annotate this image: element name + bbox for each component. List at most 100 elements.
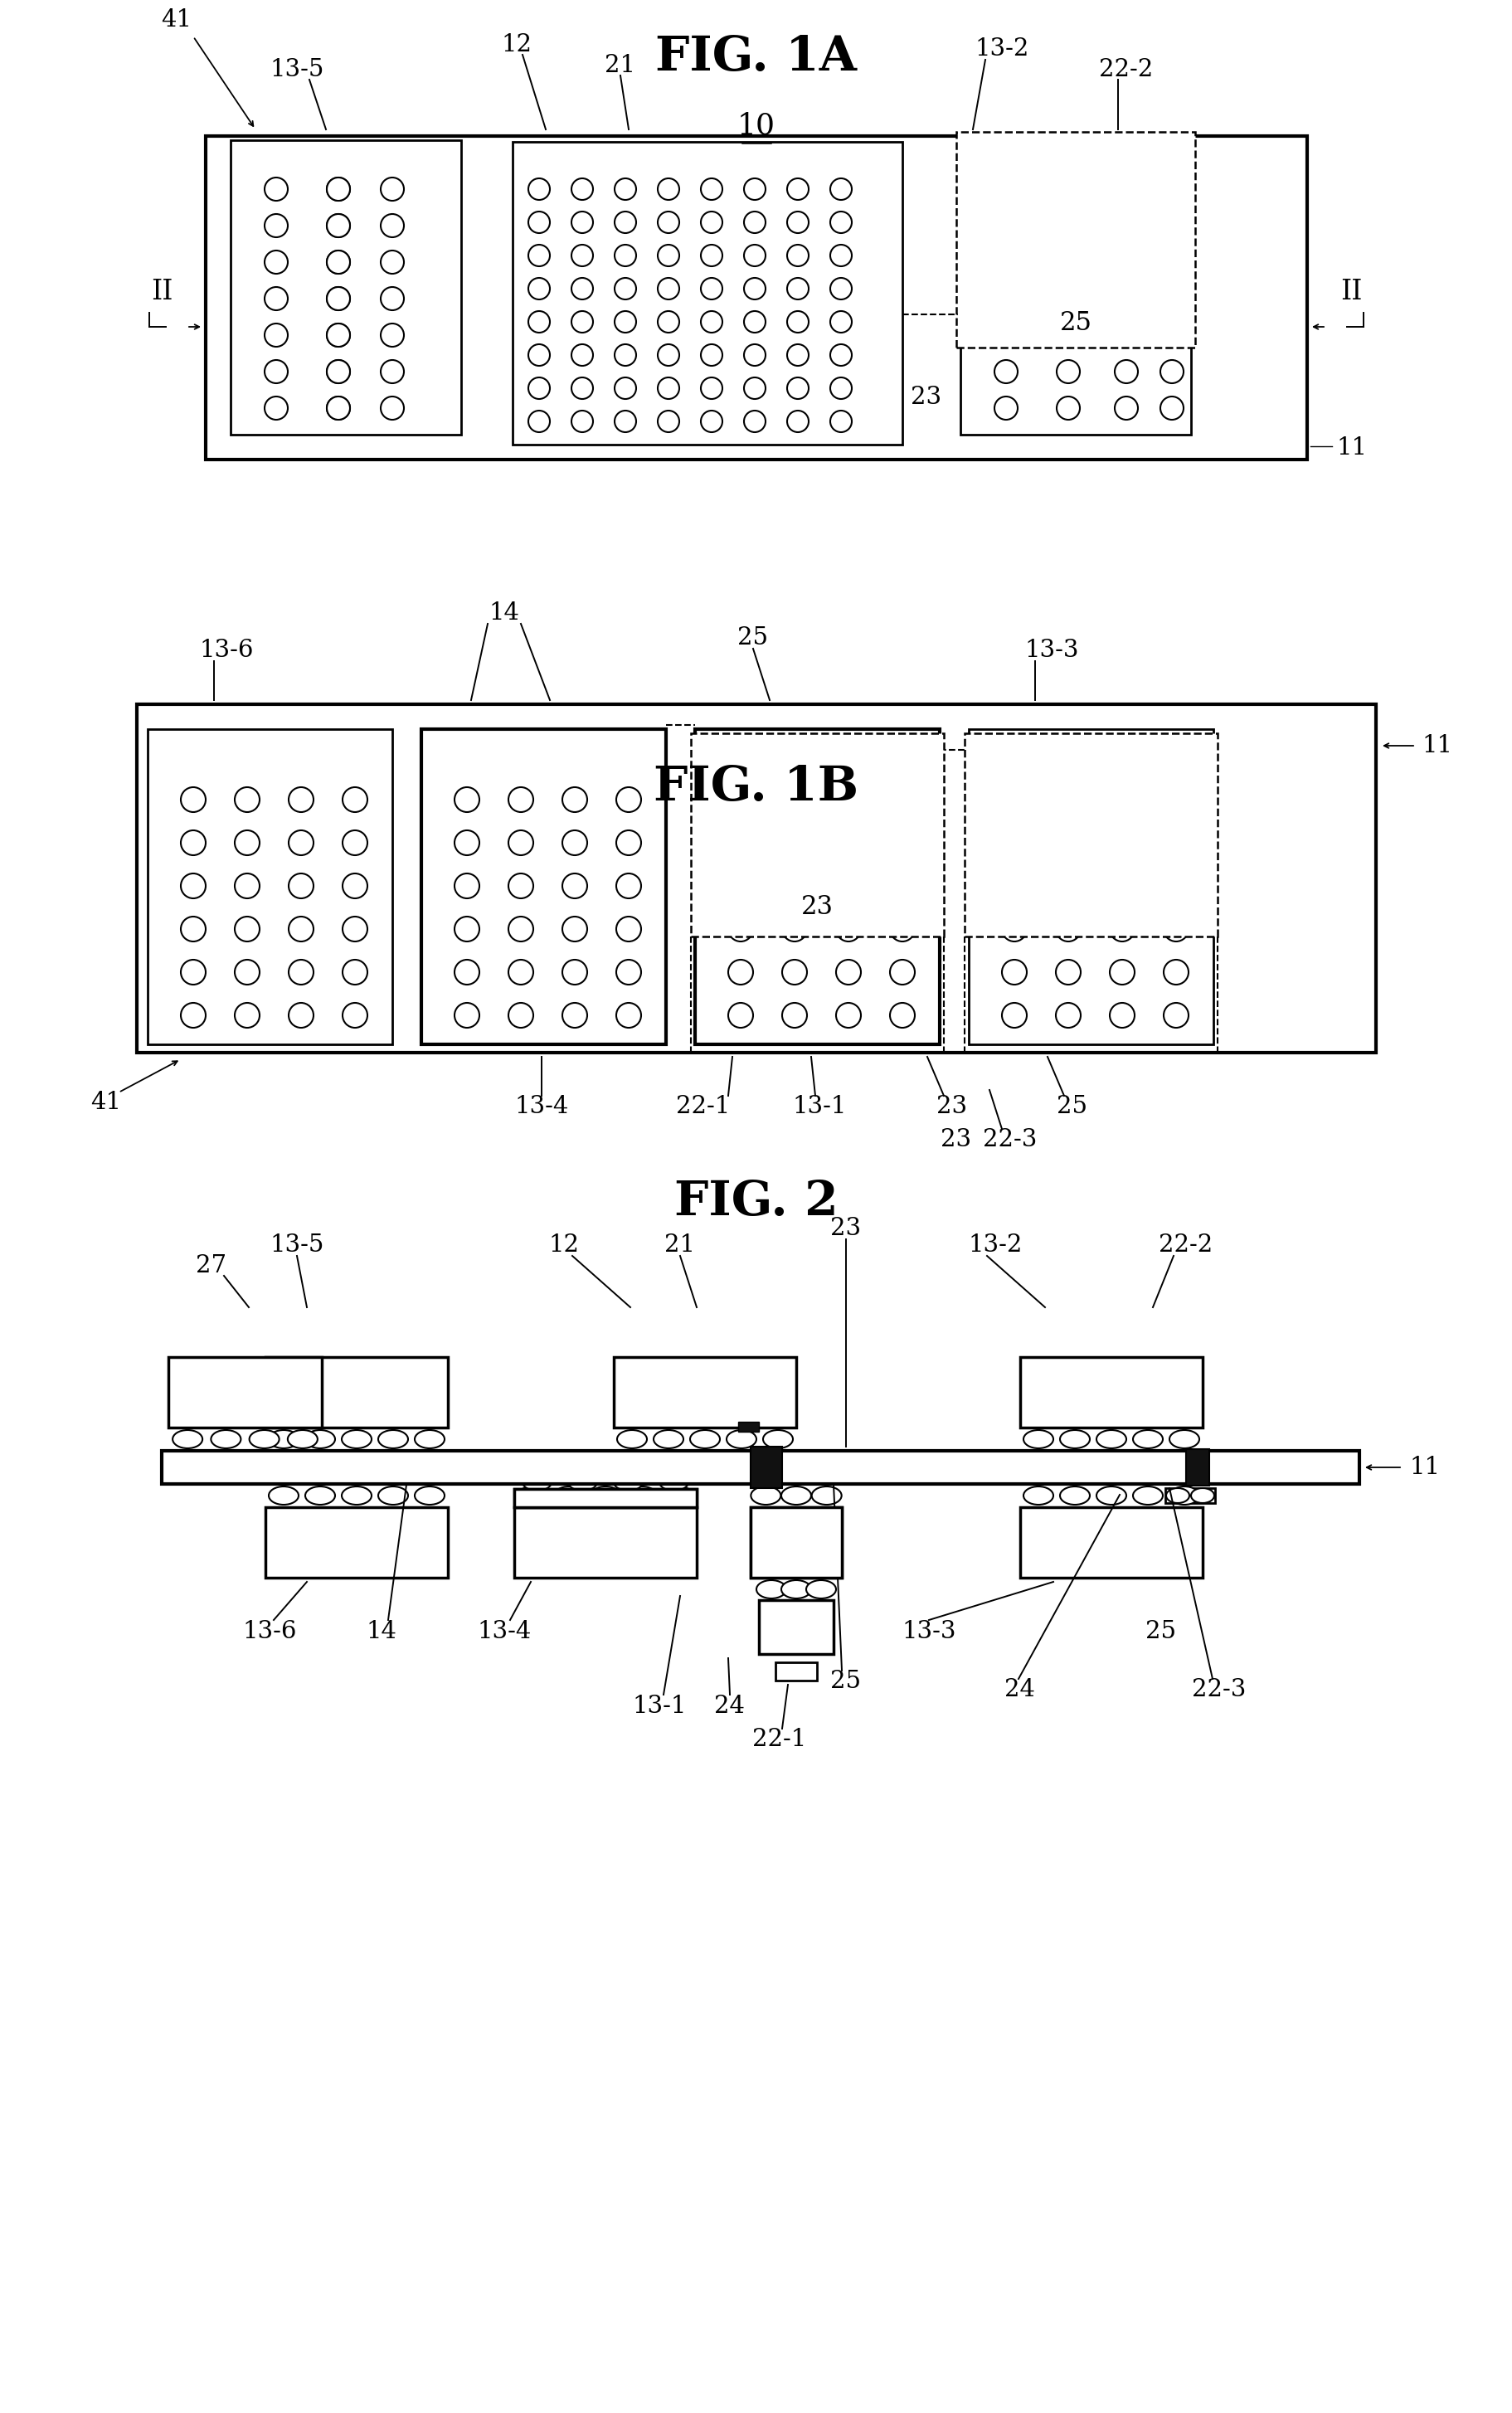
Circle shape: [1001, 1004, 1027, 1028]
Text: 13-3: 13-3: [901, 1619, 956, 1643]
Circle shape: [615, 787, 641, 813]
Ellipse shape: [626, 1486, 656, 1506]
Circle shape: [327, 360, 349, 384]
Circle shape: [327, 287, 349, 311]
Text: 11: 11: [1421, 734, 1452, 758]
Circle shape: [700, 277, 723, 299]
Circle shape: [786, 311, 809, 333]
Text: 23: 23: [910, 386, 940, 408]
Bar: [513, 142, 901, 444]
Text: 13-6: 13-6: [200, 639, 254, 661]
Circle shape: [836, 874, 860, 898]
Circle shape: [1055, 360, 1080, 384]
Circle shape: [1055, 1004, 1080, 1028]
Circle shape: [1055, 323, 1080, 347]
Circle shape: [572, 311, 593, 333]
Ellipse shape: [1024, 1431, 1052, 1448]
Circle shape: [1160, 251, 1182, 273]
Circle shape: [381, 215, 404, 236]
Text: FIG. 1A: FIG. 1A: [655, 34, 857, 80]
Circle shape: [727, 874, 753, 898]
Circle shape: [562, 917, 587, 941]
Circle shape: [454, 830, 479, 854]
Circle shape: [744, 345, 765, 367]
Circle shape: [786, 376, 809, 398]
Circle shape: [658, 376, 679, 398]
Text: FIG. 2: FIG. 2: [674, 1178, 838, 1226]
Circle shape: [993, 179, 1018, 200]
Circle shape: [1160, 215, 1182, 236]
Circle shape: [1001, 960, 1027, 985]
Circle shape: [327, 215, 349, 236]
Circle shape: [1160, 360, 1182, 384]
Ellipse shape: [659, 1472, 688, 1491]
Circle shape: [782, 960, 806, 985]
Circle shape: [572, 179, 593, 200]
Circle shape: [265, 179, 287, 200]
Bar: [750, 1508, 841, 1578]
Circle shape: [1114, 251, 1137, 273]
Circle shape: [234, 830, 260, 854]
Bar: [614, 1356, 795, 1428]
Circle shape: [528, 244, 549, 265]
Text: 13-4: 13-4: [476, 1619, 531, 1643]
Text: 13-1: 13-1: [632, 1694, 686, 1718]
Text: 14: 14: [366, 1619, 396, 1643]
Circle shape: [700, 244, 723, 265]
Circle shape: [836, 960, 860, 985]
Ellipse shape: [1060, 1486, 1089, 1506]
Bar: [422, 729, 665, 1045]
Circle shape: [234, 874, 260, 898]
Circle shape: [327, 323, 349, 347]
Circle shape: [528, 179, 549, 200]
Circle shape: [1110, 787, 1134, 813]
Ellipse shape: [342, 1486, 372, 1506]
Circle shape: [786, 212, 809, 234]
Circle shape: [1055, 917, 1080, 941]
Ellipse shape: [287, 1431, 318, 1448]
Bar: [759, 1600, 833, 1653]
Circle shape: [528, 410, 549, 432]
Ellipse shape: [1169, 1431, 1199, 1448]
Ellipse shape: [590, 1486, 620, 1506]
Circle shape: [1055, 396, 1080, 420]
Ellipse shape: [249, 1431, 280, 1448]
Circle shape: [744, 212, 765, 234]
Ellipse shape: [378, 1431, 408, 1448]
Ellipse shape: [305, 1486, 334, 1506]
Text: 41: 41: [162, 7, 192, 31]
Circle shape: [786, 179, 809, 200]
Circle shape: [181, 830, 206, 854]
Ellipse shape: [726, 1431, 756, 1448]
Text: 22-3: 22-3: [1191, 1677, 1246, 1701]
Bar: [1185, 1450, 1208, 1486]
Circle shape: [1114, 215, 1137, 236]
Circle shape: [181, 1004, 206, 1028]
Circle shape: [782, 830, 806, 854]
Ellipse shape: [567, 1472, 597, 1491]
Circle shape: [658, 311, 679, 333]
Circle shape: [786, 277, 809, 299]
Text: 10: 10: [736, 111, 776, 140]
Circle shape: [614, 311, 637, 333]
Bar: [162, 1450, 1359, 1484]
Circle shape: [614, 179, 637, 200]
Circle shape: [700, 311, 723, 333]
Circle shape: [782, 917, 806, 941]
Circle shape: [1110, 960, 1134, 985]
Circle shape: [1110, 874, 1134, 898]
Circle shape: [454, 960, 479, 985]
Circle shape: [830, 311, 851, 333]
Circle shape: [181, 960, 206, 985]
Ellipse shape: [1096, 1431, 1126, 1448]
Bar: [956, 133, 1194, 347]
Circle shape: [615, 874, 641, 898]
Circle shape: [889, 830, 915, 854]
Circle shape: [562, 1004, 587, 1028]
Circle shape: [786, 410, 809, 432]
Ellipse shape: [612, 1472, 643, 1491]
Circle shape: [614, 244, 637, 265]
Circle shape: [181, 787, 206, 813]
Circle shape: [889, 960, 915, 985]
Text: 23: 23: [800, 895, 833, 919]
